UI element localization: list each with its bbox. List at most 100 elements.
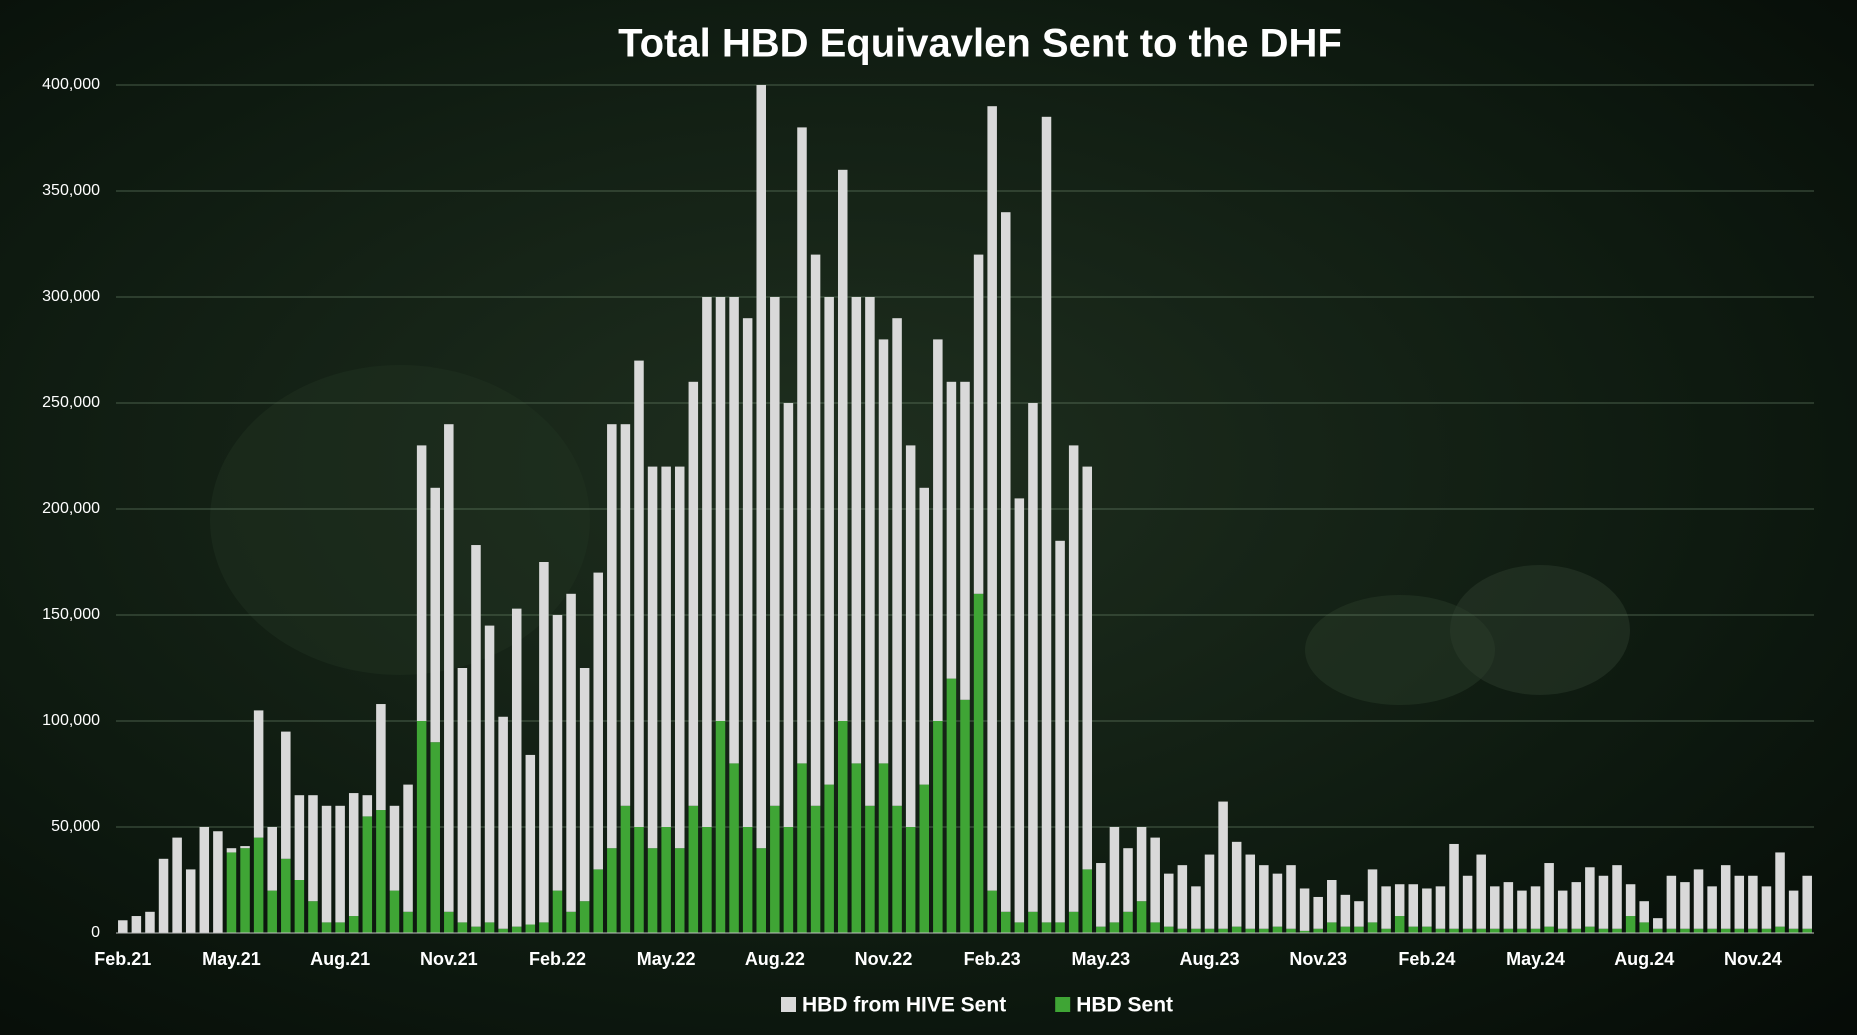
bar bbox=[933, 339, 943, 721]
bar bbox=[1177, 865, 1188, 929]
bar bbox=[1476, 928, 1486, 933]
bar bbox=[240, 846, 250, 849]
bar bbox=[1788, 928, 1799, 933]
bar bbox=[688, 381, 699, 806]
bar bbox=[1082, 869, 1093, 933]
bar bbox=[1720, 928, 1731, 933]
bar bbox=[824, 297, 834, 785]
bar bbox=[281, 731, 291, 859]
chart-title: Total HBD Equivavlen Sent to the DHF bbox=[618, 22, 1342, 66]
bar bbox=[851, 763, 862, 933]
bar bbox=[1313, 928, 1323, 933]
bar bbox=[620, 805, 631, 933]
bar bbox=[593, 869, 603, 933]
bar bbox=[213, 831, 223, 933]
bar bbox=[511, 926, 522, 933]
bar bbox=[253, 837, 264, 933]
bar bbox=[1082, 466, 1093, 870]
y-tick-label: 200,000 bbox=[42, 500, 100, 517]
bar bbox=[321, 805, 332, 923]
bar bbox=[1164, 873, 1174, 927]
bar bbox=[131, 916, 142, 933]
bar bbox=[1150, 837, 1160, 923]
bar bbox=[172, 837, 182, 933]
bar bbox=[1367, 869, 1378, 923]
bar bbox=[1571, 928, 1582, 933]
bar bbox=[1164, 926, 1174, 933]
bar bbox=[688, 805, 699, 933]
bar bbox=[1041, 922, 1052, 933]
x-tick-label: Aug.23 bbox=[1180, 949, 1240, 969]
bar bbox=[1000, 212, 1011, 912]
bar bbox=[226, 852, 237, 933]
bar bbox=[1096, 926, 1106, 933]
bar bbox=[674, 466, 685, 849]
bar bbox=[335, 922, 345, 933]
bar bbox=[376, 810, 386, 933]
bar bbox=[1639, 901, 1649, 923]
bar bbox=[1517, 890, 1527, 929]
legend-swatch bbox=[781, 997, 796, 1012]
bar bbox=[1476, 854, 1486, 929]
bar bbox=[1612, 928, 1622, 933]
legend-swatch bbox=[1055, 997, 1071, 1012]
bar bbox=[783, 827, 794, 933]
bar bbox=[1530, 928, 1541, 933]
bar bbox=[729, 763, 739, 933]
bar bbox=[933, 721, 943, 933]
bar bbox=[1625, 884, 1636, 917]
bar bbox=[729, 297, 739, 764]
bar bbox=[552, 890, 563, 933]
bar bbox=[1544, 926, 1554, 933]
y-tick-label: 50,000 bbox=[51, 818, 100, 835]
bar bbox=[1666, 928, 1677, 933]
bar bbox=[552, 615, 563, 891]
bar bbox=[308, 795, 318, 902]
bar bbox=[1000, 911, 1011, 933]
bar bbox=[1680, 882, 1690, 929]
bar bbox=[1490, 886, 1500, 929]
legend-label: HBD Sent bbox=[1076, 994, 1173, 1017]
bar bbox=[281, 858, 291, 933]
bar bbox=[1354, 926, 1364, 933]
x-tick-label: Aug.22 bbox=[745, 949, 805, 969]
decor bbox=[1450, 565, 1630, 695]
bar bbox=[1014, 922, 1025, 933]
bar bbox=[457, 668, 468, 923]
bar bbox=[1123, 848, 1133, 912]
bar bbox=[810, 254, 821, 806]
bar bbox=[987, 890, 997, 933]
bar bbox=[498, 928, 508, 933]
bar bbox=[1381, 928, 1391, 933]
bar bbox=[1707, 928, 1717, 933]
bar bbox=[444, 911, 454, 933]
bar bbox=[389, 805, 400, 891]
bar bbox=[335, 805, 345, 923]
bar bbox=[742, 827, 753, 933]
bar bbox=[715, 297, 726, 721]
bar bbox=[702, 297, 712, 827]
x-tick-label: Nov.24 bbox=[1724, 949, 1782, 969]
bar bbox=[770, 805, 780, 933]
bar bbox=[444, 424, 454, 912]
bar bbox=[1218, 801, 1228, 929]
y-tick-label: 0 bbox=[91, 924, 100, 941]
bar bbox=[1245, 928, 1256, 933]
bar bbox=[471, 545, 481, 927]
x-tick-label: May.23 bbox=[1071, 949, 1130, 969]
x-tick-label: Feb.23 bbox=[964, 949, 1021, 969]
bar bbox=[1231, 841, 1242, 927]
legend-label: HBD from HIVE Sent bbox=[802, 994, 1006, 1017]
bar bbox=[1517, 928, 1527, 933]
bar bbox=[348, 916, 359, 933]
bar bbox=[1177, 928, 1188, 933]
x-tick-label: Feb.22 bbox=[529, 949, 586, 969]
y-tick-label: 150,000 bbox=[42, 606, 100, 623]
bar bbox=[973, 593, 984, 933]
bar bbox=[878, 339, 889, 764]
bar bbox=[634, 827, 644, 933]
bar bbox=[403, 784, 413, 912]
bar bbox=[1802, 875, 1812, 929]
bar bbox=[362, 816, 373, 933]
